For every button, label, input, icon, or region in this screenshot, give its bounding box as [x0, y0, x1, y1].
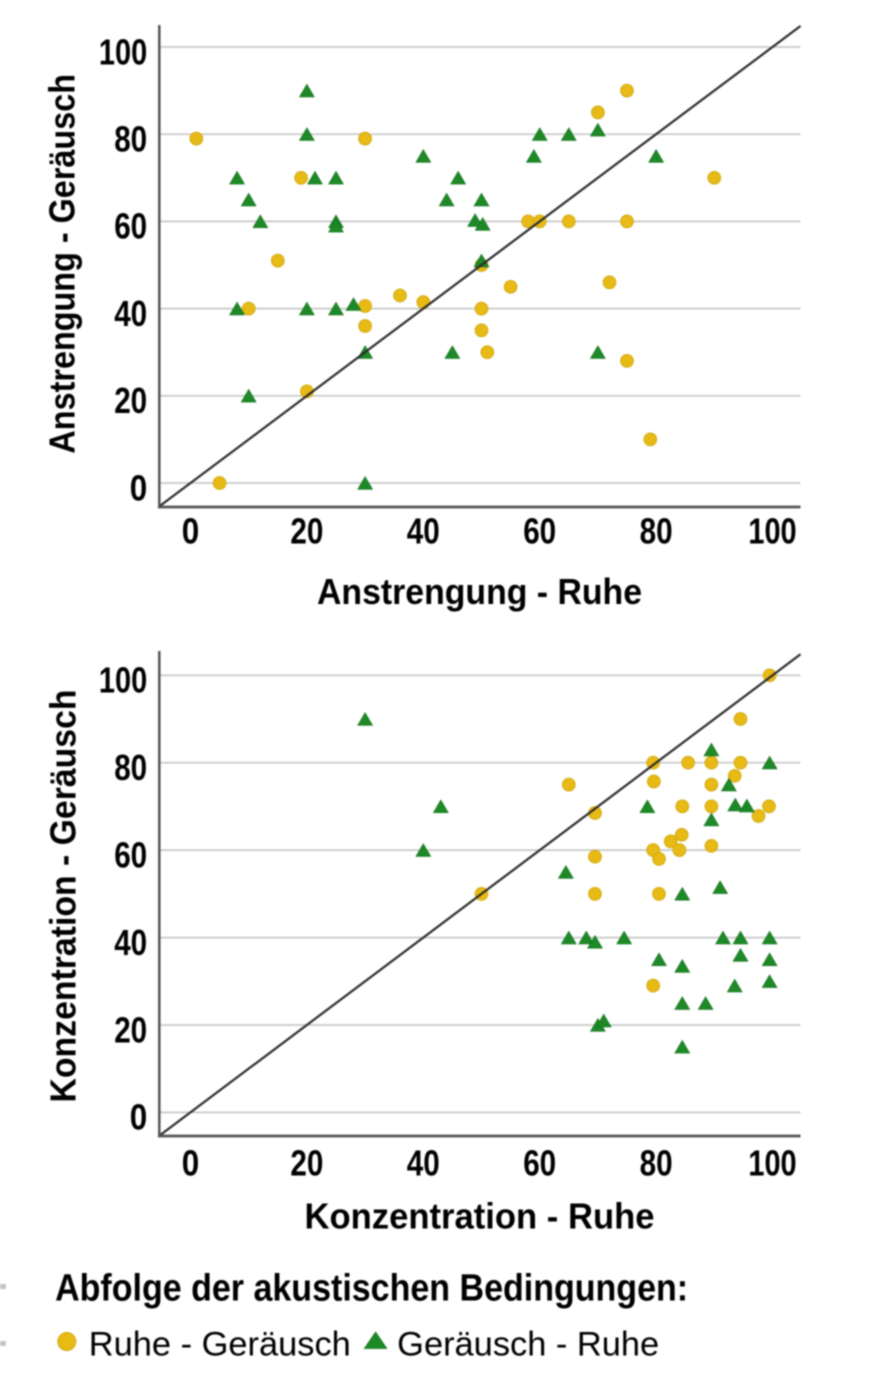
svg-text:Anstrengung - Geräusch: Anstrengung - Geräusch [42, 74, 83, 454]
svg-text:40: 40 [407, 511, 440, 552]
svg-text:100: 100 [99, 660, 147, 701]
svg-text:20: 20 [114, 380, 147, 421]
svg-text:Geräusch - Ruhe: Geräusch - Ruhe [397, 1326, 659, 1364]
svg-text:60: 60 [114, 834, 147, 875]
svg-text:60: 60 [114, 206, 147, 247]
svg-text:80: 80 [114, 747, 147, 788]
svg-text:40: 40 [407, 1142, 440, 1183]
svg-text:20: 20 [114, 1009, 147, 1050]
svg-text:Konzentration - Ruhe: Konzentration - Ruhe [305, 1195, 655, 1236]
svg-text:20: 20 [290, 511, 323, 552]
svg-text:40: 40 [114, 922, 147, 963]
svg-text:0: 0 [182, 511, 200, 552]
svg-text:0: 0 [182, 1142, 200, 1183]
svg-text:60: 60 [523, 1142, 556, 1183]
svg-text:80: 80 [640, 1142, 673, 1183]
svg-text:0: 0 [130, 467, 148, 508]
svg-text:40: 40 [114, 293, 147, 334]
svg-text:100: 100 [748, 1142, 796, 1183]
svg-text:80: 80 [640, 511, 673, 552]
svg-text:Anstrengung - Ruhe: Anstrengung - Ruhe [317, 571, 642, 612]
svg-text:Konzentration - Geräusch: Konzentration - Geräusch [43, 690, 84, 1103]
svg-text:60: 60 [523, 511, 556, 552]
svg-text:80: 80 [114, 119, 147, 160]
svg-text:100: 100 [748, 511, 796, 552]
svg-text:Abfolge der akustischen Beding: Abfolge der akustischen Bedingungen: [55, 1268, 688, 1310]
svg-text:100: 100 [99, 31, 147, 72]
svg-text:Ruhe - Geräusch: Ruhe - Geräusch [89, 1326, 351, 1364]
svg-text:20: 20 [290, 1142, 323, 1183]
svg-text:0: 0 [130, 1097, 148, 1138]
